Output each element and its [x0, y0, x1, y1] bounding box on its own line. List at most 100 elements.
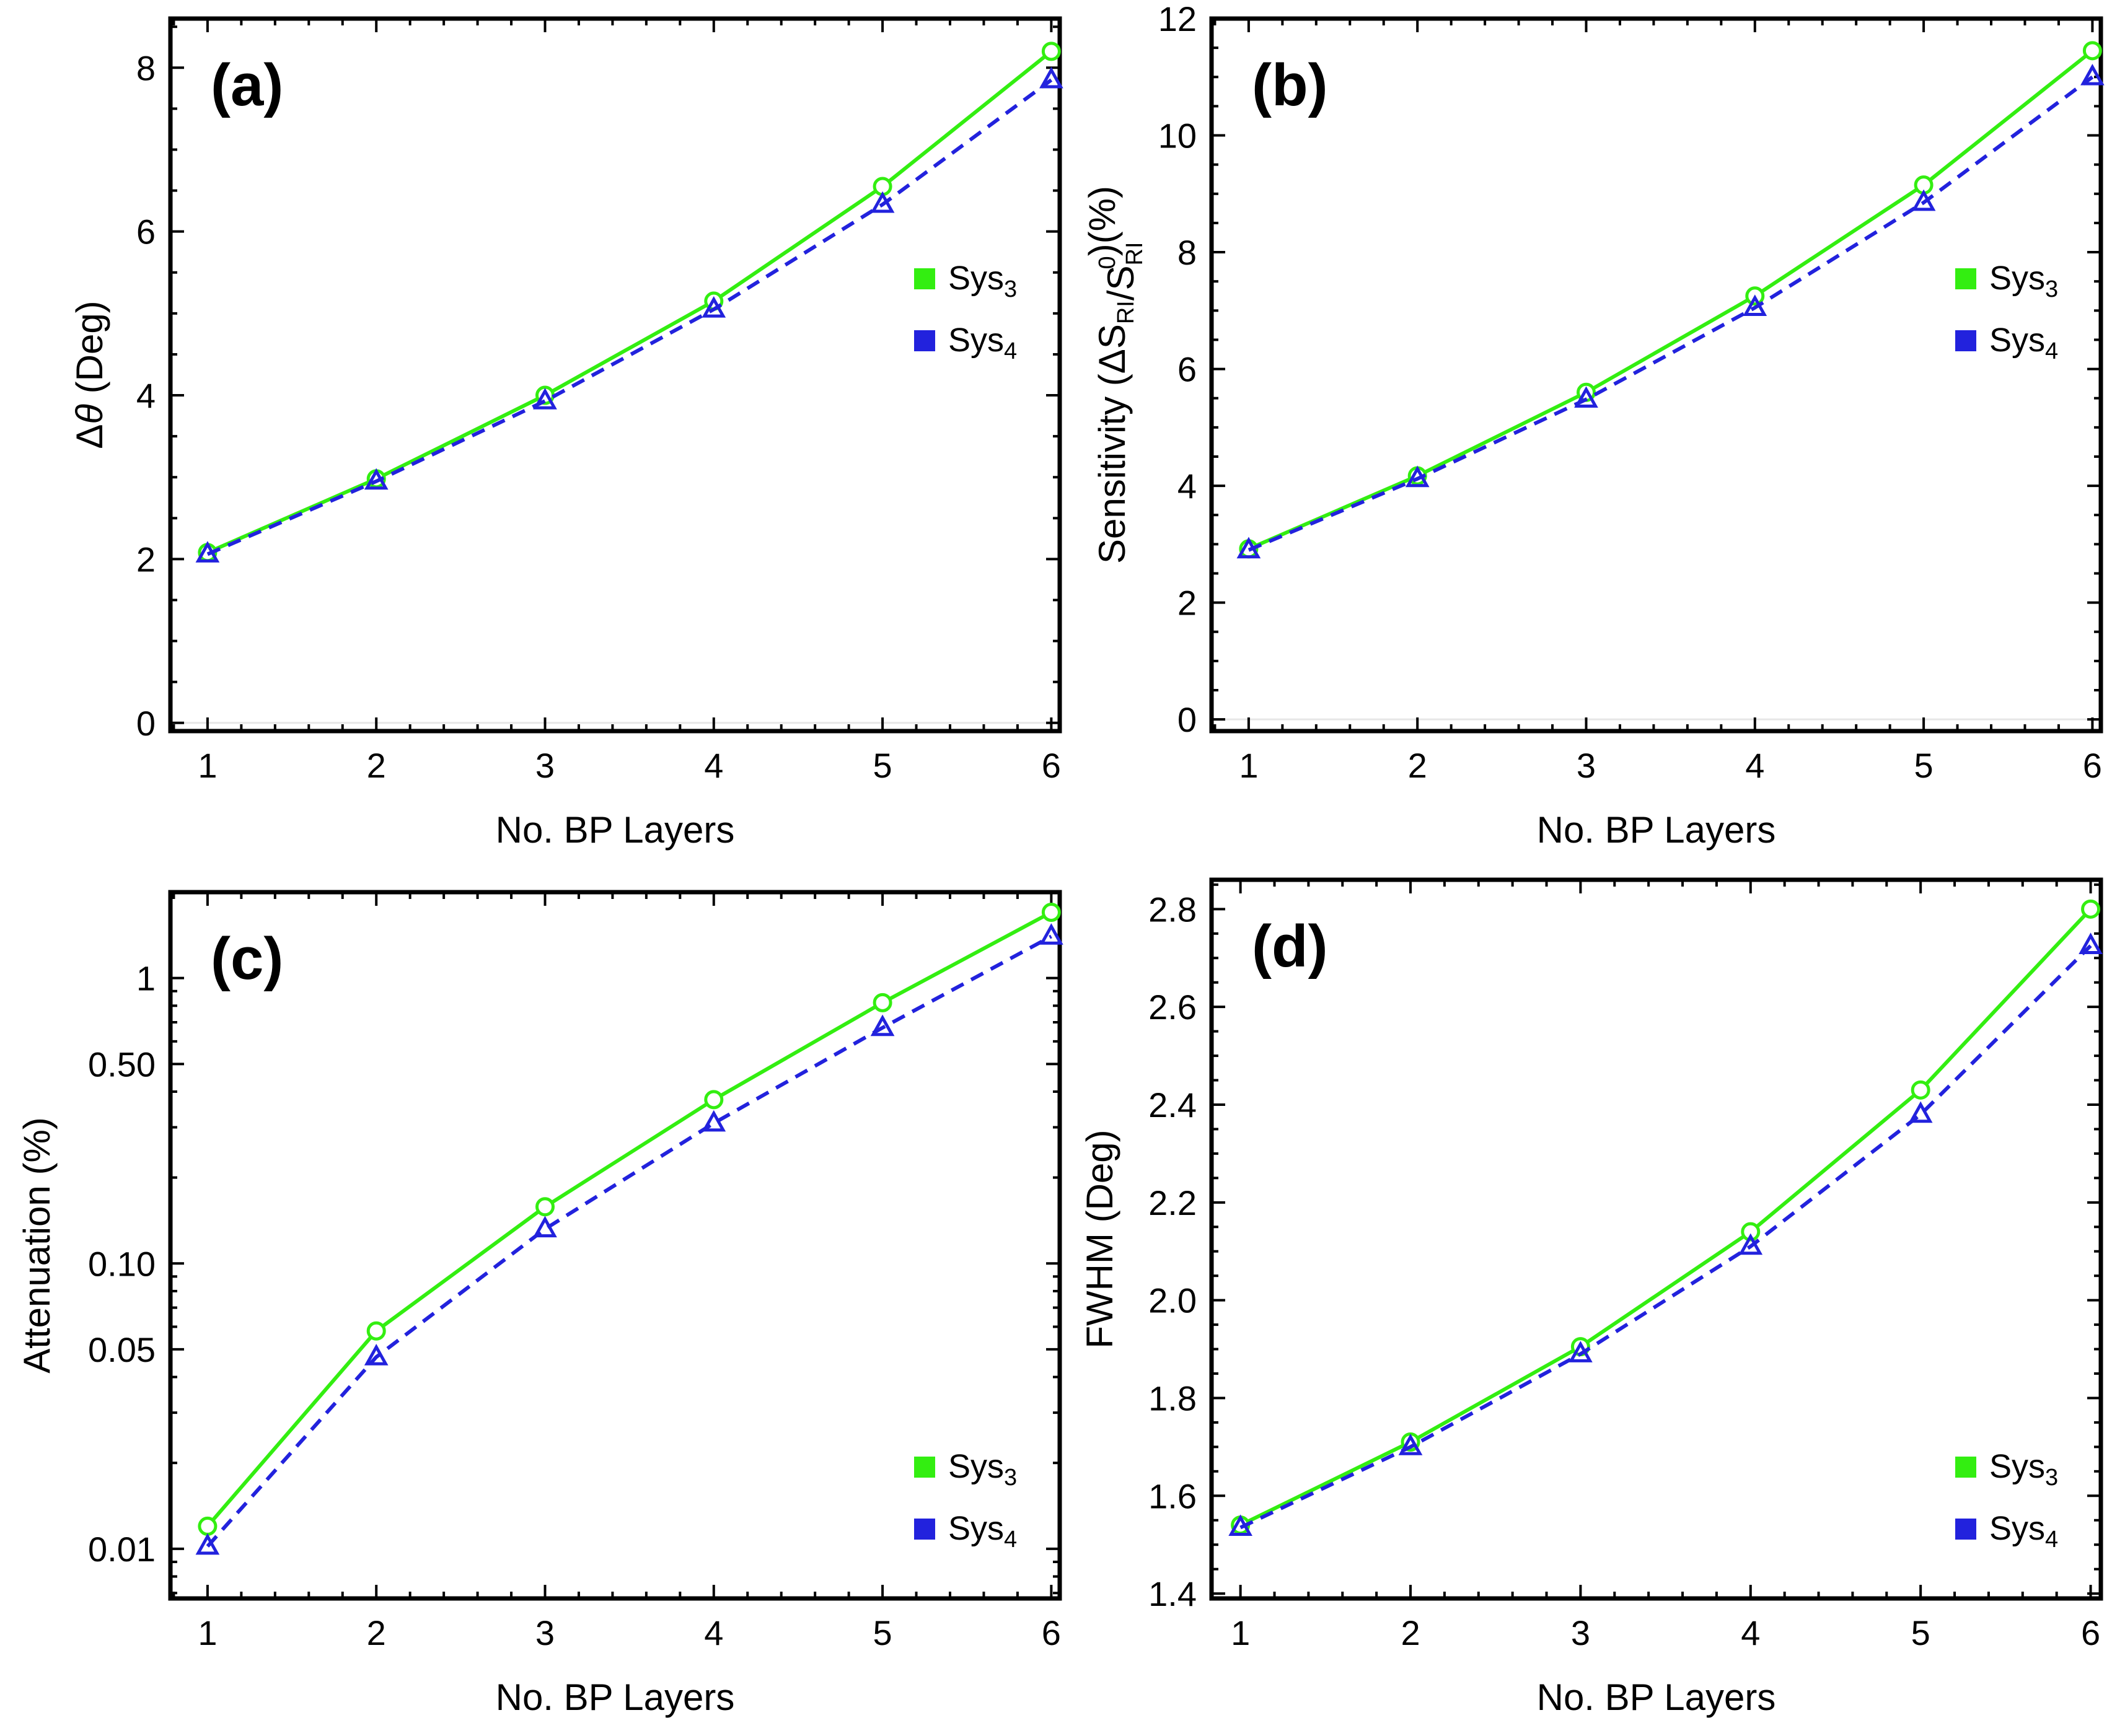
- x-tick-label: 3: [1577, 746, 1596, 785]
- data-point-triangle: [702, 296, 726, 318]
- data-point-triangle: [533, 1216, 557, 1238]
- legend-label: Sys3: [948, 1448, 1017, 1491]
- x-tick-label: 4: [1745, 746, 1764, 785]
- y-label-superscript: 0: [1094, 256, 1120, 269]
- data-point-triangle: [533, 388, 557, 410]
- y-tick-label: 0.01: [88, 1530, 156, 1569]
- x-tick-label: 3: [535, 746, 555, 785]
- legend-subscript: 4: [2045, 1527, 2058, 1553]
- y-label-subscript: RI: [1122, 242, 1148, 265]
- data-point-triangle: [1039, 66, 1063, 89]
- x-tick-label: 6: [1042, 746, 1061, 785]
- y-tick-label: 2: [1177, 584, 1197, 623]
- legend-subscript: 3: [2045, 1465, 2058, 1491]
- y-tick-label: 4: [136, 376, 156, 415]
- legend-subscript: 3: [1004, 1465, 1017, 1491]
- data-point-triangle: [1569, 1341, 1593, 1362]
- legend-name: Sys: [1989, 260, 2045, 297]
- series-line-sys3: [1247, 49, 2094, 551]
- y-label-subscript: RI: [1113, 300, 1139, 324]
- x-tick-label: 1: [198, 1613, 217, 1652]
- x-tick-label: 2: [1408, 746, 1427, 785]
- data-point-circle: [2081, 899, 2101, 919]
- legend-name: Sys: [1989, 1510, 2045, 1547]
- y-tick-label: 0.05: [88, 1330, 156, 1369]
- y-tick-label: 1.6: [1148, 1476, 1197, 1515]
- y-axis-label: FWHM (Deg): [1079, 1129, 1120, 1348]
- y-tick-label: 2.8: [1148, 890, 1197, 929]
- series-line-sys3: [206, 50, 1053, 555]
- y-tick-label: 8: [136, 48, 156, 87]
- y-axis-label: Attenuation (%): [16, 1117, 58, 1374]
- data-point-triangle: [702, 1110, 726, 1132]
- data-point-triangle: [2079, 932, 2103, 954]
- legend-swatch-icon: [1955, 330, 1976, 351]
- panel-label: (b): [1252, 52, 1328, 118]
- x-tick-label: 3: [535, 1613, 555, 1652]
- legend-swatch-icon: [1955, 1457, 1976, 1478]
- y-tick-label: 8: [1177, 233, 1197, 272]
- legend-subscript: 3: [1004, 276, 1017, 302]
- x-tick-label: 1: [1239, 746, 1258, 785]
- data-point-triangle: [870, 191, 895, 213]
- legend-name: Sys: [948, 322, 1004, 359]
- x-tick-label: 5: [873, 1613, 892, 1652]
- x-axis-label: No. BP Layers: [1537, 809, 1776, 851]
- series-line-sys4: [206, 934, 1052, 1548]
- legend-swatch-icon: [914, 1457, 935, 1478]
- x-axis-label: No. BP Layers: [496, 809, 735, 851]
- legend-swatch-icon: [914, 1519, 935, 1540]
- y-tick-label: 2.0: [1148, 1281, 1197, 1320]
- y-tick-label: 6: [1177, 350, 1197, 389]
- x-tick-label: 1: [198, 746, 217, 785]
- data-point-triangle: [1398, 1434, 1423, 1455]
- data-point-triangle: [364, 468, 389, 490]
- y-label-suffix: (Deg): [69, 300, 110, 404]
- plot-frame: [1209, 16, 2103, 734]
- x-tick-label: 4: [1741, 1613, 1760, 1652]
- series-line-sys4: [1239, 944, 2092, 1530]
- legend-subscript: 3: [2045, 276, 2058, 302]
- legend-name: Sys: [948, 1510, 1004, 1547]
- legend-label: Sys4: [948, 322, 1017, 364]
- y-label-prefix: Δ: [69, 424, 110, 449]
- legend-label: Sys3: [948, 260, 1017, 302]
- y-label-text: /S: [1100, 265, 1142, 300]
- data-point-circle: [535, 1197, 555, 1217]
- data-point-triangle: [1908, 1101, 1933, 1123]
- x-tick-label: 5: [1911, 1613, 1930, 1652]
- legend-subscript: 4: [1004, 1527, 1017, 1553]
- y-tick-label: 0: [136, 704, 156, 743]
- y-tick-label: 2.2: [1148, 1183, 1197, 1222]
- series-line-sys4: [1247, 75, 2094, 552]
- legend-name: Sys: [1989, 1448, 2045, 1485]
- data-point-circle: [1741, 1222, 1761, 1242]
- y-label-text: Sensitivity (ΔS: [1091, 324, 1133, 564]
- plot-frame: [168, 16, 1062, 734]
- x-tick-label: 4: [704, 1613, 723, 1652]
- data-point-triangle: [364, 1344, 389, 1366]
- data-point-triangle: [195, 541, 220, 563]
- data-point-triangle: [2080, 64, 2105, 85]
- data-point-triangle: [1228, 1514, 1252, 1536]
- y-label-theta: θ: [69, 404, 110, 424]
- legend-swatch-icon: [1955, 268, 1976, 289]
- legend-name: Sys: [948, 260, 1004, 297]
- y-tick-label: 10: [1158, 116, 1197, 156]
- legend-label: Sys3: [1989, 1448, 2058, 1491]
- x-tick-label: 2: [367, 1613, 386, 1652]
- y-axis-label: Δθ (Deg): [69, 300, 110, 449]
- y-tick-label: 6: [136, 213, 156, 252]
- x-tick-label: 6: [2081, 1613, 2100, 1652]
- data-point-triangle: [1738, 1233, 1763, 1255]
- x-tick-label: 2: [367, 746, 386, 785]
- data-point-circle: [704, 1090, 724, 1110]
- panel-label: (a): [211, 52, 283, 118]
- legend-label: Sys4: [948, 1510, 1017, 1553]
- x-tick-label: 6: [2083, 746, 2102, 785]
- data-point-triangle: [195, 1533, 220, 1555]
- y-tick-label: 0.50: [88, 1045, 156, 1084]
